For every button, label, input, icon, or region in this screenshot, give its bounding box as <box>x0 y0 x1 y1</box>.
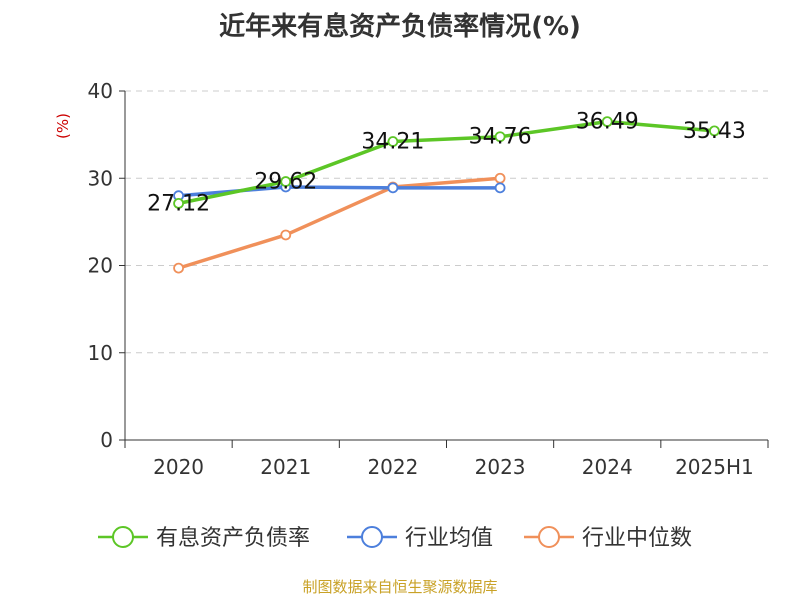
data-labels: 27.12 29.62 34.21 34.76 36.49 35.43 <box>147 110 746 217</box>
series-line <box>176 119 717 206</box>
data-label: 27.12 <box>147 191 210 216</box>
data-point <box>387 136 399 147</box>
data-point <box>387 182 399 194</box>
series-line <box>176 176 502 270</box>
legend-label: 行业中位数 <box>582 526 692 551</box>
legend-label: 行业均值 <box>405 526 493 551</box>
y-axis-label: (%) <box>54 113 72 139</box>
axes: 0 10 20 30 40 (%) 2020 2021 2022 2023 2024 2025H1 <box>54 79 769 479</box>
data-label: 29.62 <box>254 170 317 195</box>
gridlines <box>125 90 768 354</box>
data-label: 35.43 <box>683 119 746 144</box>
data-point <box>494 172 506 184</box>
data-point <box>494 131 506 143</box>
data-point <box>601 116 613 128</box>
data-point <box>709 125 720 137</box>
legend: 有息资产负债率 行业均值 行业中位数 <box>98 526 692 551</box>
x-tick-label: 2024 <box>582 455 633 479</box>
x-tick-label: 2023 <box>475 455 526 479</box>
data-point <box>280 229 292 241</box>
x-tick-label: 2022 <box>367 455 418 479</box>
legend-marker <box>361 526 383 548</box>
y-tick-label: 20 <box>88 254 113 278</box>
data-point <box>173 262 184 274</box>
chart-title: 近年来有息资产负债率情况(%) <box>219 12 581 42</box>
data-point <box>173 197 184 209</box>
x-tick-label: 2020 <box>153 455 204 479</box>
y-tick-label: 10 <box>88 341 113 365</box>
data-label: 36.49 <box>576 110 639 135</box>
source-note: 制图数据来自恒生聚源数据库 <box>302 578 498 596</box>
data-point <box>280 176 292 187</box>
data-label: 34.76 <box>469 125 532 150</box>
y-tick-label: 40 <box>88 79 113 103</box>
legend-marker <box>112 526 134 548</box>
x-tick-label: 2025H1 <box>675 455 754 479</box>
legend-label: 有息资产负债率 <box>156 526 310 551</box>
y-tick-label: 30 <box>88 166 113 190</box>
data-label: 34.21 <box>361 130 424 155</box>
series-lines <box>173 116 720 274</box>
y-tick-label: 0 <box>100 428 113 452</box>
legend-marker <box>538 526 560 548</box>
x-tick-label: 2021 <box>260 455 311 479</box>
data-point <box>494 182 506 194</box>
